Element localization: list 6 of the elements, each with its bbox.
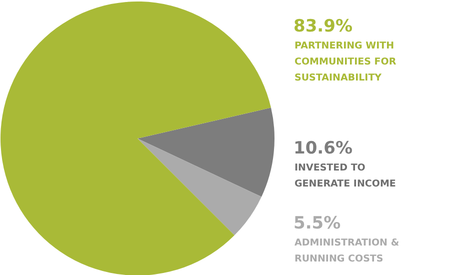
data-label: 83.9% (294, 16, 352, 36)
slice-label: PARTNERING WITH COMMUNITIES FOR SUSTAINABILITY (294, 40, 397, 84)
slice-label: INVESTED TO GENERATE INCOME (294, 162, 396, 190)
data-label: 10.6% (294, 138, 352, 158)
slice-label: ADMINISTRATION & RUNNING COSTS (294, 238, 400, 264)
data-label: 5.5% (294, 214, 341, 234)
